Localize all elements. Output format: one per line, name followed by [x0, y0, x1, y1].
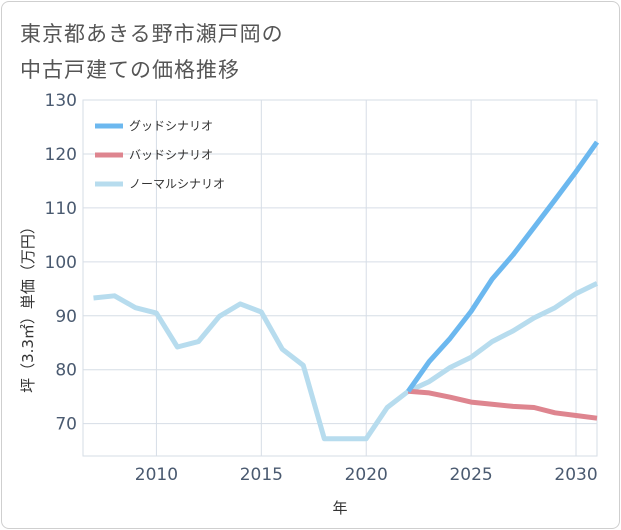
y-tick-label-100: 100 — [45, 253, 77, 273]
y-tick-label-90: 90 — [55, 307, 77, 327]
x-tick-label-2015: 2015 — [240, 465, 283, 485]
y-tick-label-110: 110 — [45, 199, 77, 219]
plot-background — [82, 99, 598, 457]
y-axis-label: 坪（3.3㎡）単価（万円） — [19, 219, 37, 393]
series-line-good — [406, 140, 600, 393]
y-tick-label-70: 70 — [55, 415, 77, 435]
chart-title: 東京都あきる野市瀬戸岡の 中古戸建ての価格推移 — [20, 16, 284, 88]
x-tick-label-2030: 2030 — [554, 465, 597, 485]
legend-label-normal: ノーマルシナリオ — [129, 177, 225, 191]
chart-title-line-2: 中古戸建ての価格推移 — [20, 58, 240, 82]
y-tick-label-80: 80 — [55, 361, 77, 381]
y-tick-label-120: 120 — [45, 145, 77, 165]
legend-label-bad: バッドシナリオ — [129, 148, 213, 162]
tick-labels: 70 80 90 100 110 120 130 2010 2015 2020 2025 2030 — [45, 91, 598, 485]
x-axis-label: 年 — [332, 499, 347, 517]
chart-title-line-1: 東京都あきる野市瀬戸岡の — [20, 22, 284, 46]
series-lines — [93, 140, 600, 442]
y-tick-label-130: 130 — [45, 91, 77, 111]
series-line-bad — [408, 388, 598, 421]
grid-lines — [83, 99, 597, 456]
x-tick-label-2025: 2025 — [449, 465, 492, 485]
x-tick-label-2020: 2020 — [345, 465, 388, 485]
legend-label-good: グッドシナリオ — [129, 119, 213, 133]
x-tick-label-2010: 2010 — [135, 465, 178, 485]
series-line-normal — [93, 281, 599, 442]
